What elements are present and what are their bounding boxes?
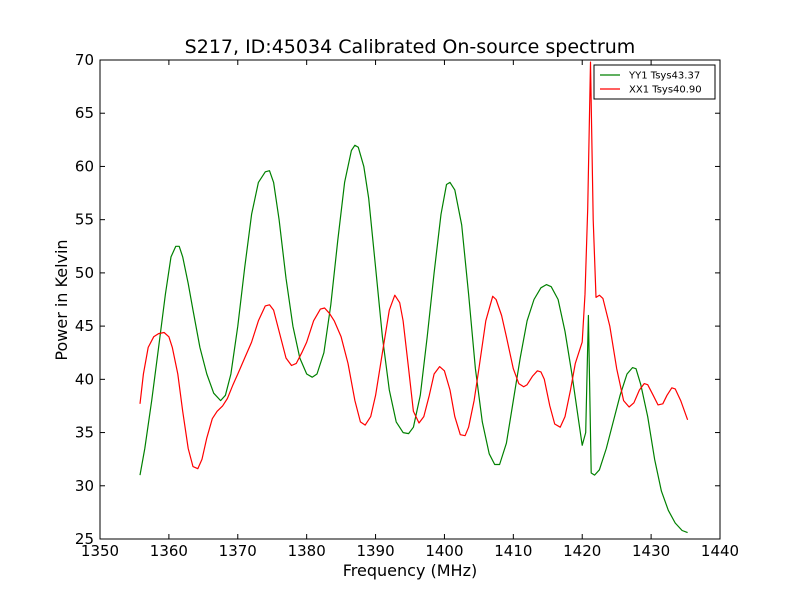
- x-tick-label: 1400: [425, 542, 463, 560]
- series-line-yy1: [139, 144, 688, 534]
- y-tick-label: 40: [75, 370, 94, 388]
- y-tick-label: 25: [75, 530, 94, 548]
- y-tick-label: 35: [75, 424, 94, 442]
- x-tick-label: 1350: [81, 542, 119, 560]
- y-tick-label: 45: [75, 317, 94, 335]
- chart-title: S217, ID:45034 Calibrated On-source spec…: [185, 36, 636, 58]
- plot-area-frame: [99, 59, 721, 540]
- legend: YY1 Tsys43.37 XX1 Tsys40.90: [593, 64, 716, 100]
- y-tick-label: 60: [75, 157, 94, 175]
- y-tick-label: 70: [75, 51, 94, 69]
- x-tick-label: 1370: [219, 542, 257, 560]
- series-layer: [139, 61, 689, 534]
- x-tick-label: 1430: [632, 542, 670, 560]
- axis-ticks: 1350 1360 1370 1380 1390 1400 1410 1420 1430 1440…: [75, 51, 739, 560]
- y-axis-title: Power in Kelvin: [52, 239, 71, 360]
- x-tick-label: 1440: [701, 542, 739, 560]
- y-tick-label: 50: [75, 264, 94, 282]
- x-tick-label: 1380: [288, 542, 326, 560]
- legend-box: [593, 64, 716, 100]
- y-tick-label: 30: [75, 477, 94, 495]
- x-tick-label: 1410: [494, 542, 532, 560]
- legend-label: XX1 Tsys40.90: [629, 85, 702, 96]
- x-axis-title: Frequency (MHz): [343, 561, 477, 580]
- x-tick-label: 1390: [356, 542, 394, 560]
- y-tick-label: 65: [75, 104, 94, 122]
- series-line-xx1: [139, 61, 689, 470]
- legend-label: YY1 Tsys43.37: [628, 71, 700, 82]
- x-tick-label: 1360: [150, 542, 188, 560]
- x-tick-label: 1420: [563, 542, 601, 560]
- y-tick-label: 55: [75, 211, 94, 229]
